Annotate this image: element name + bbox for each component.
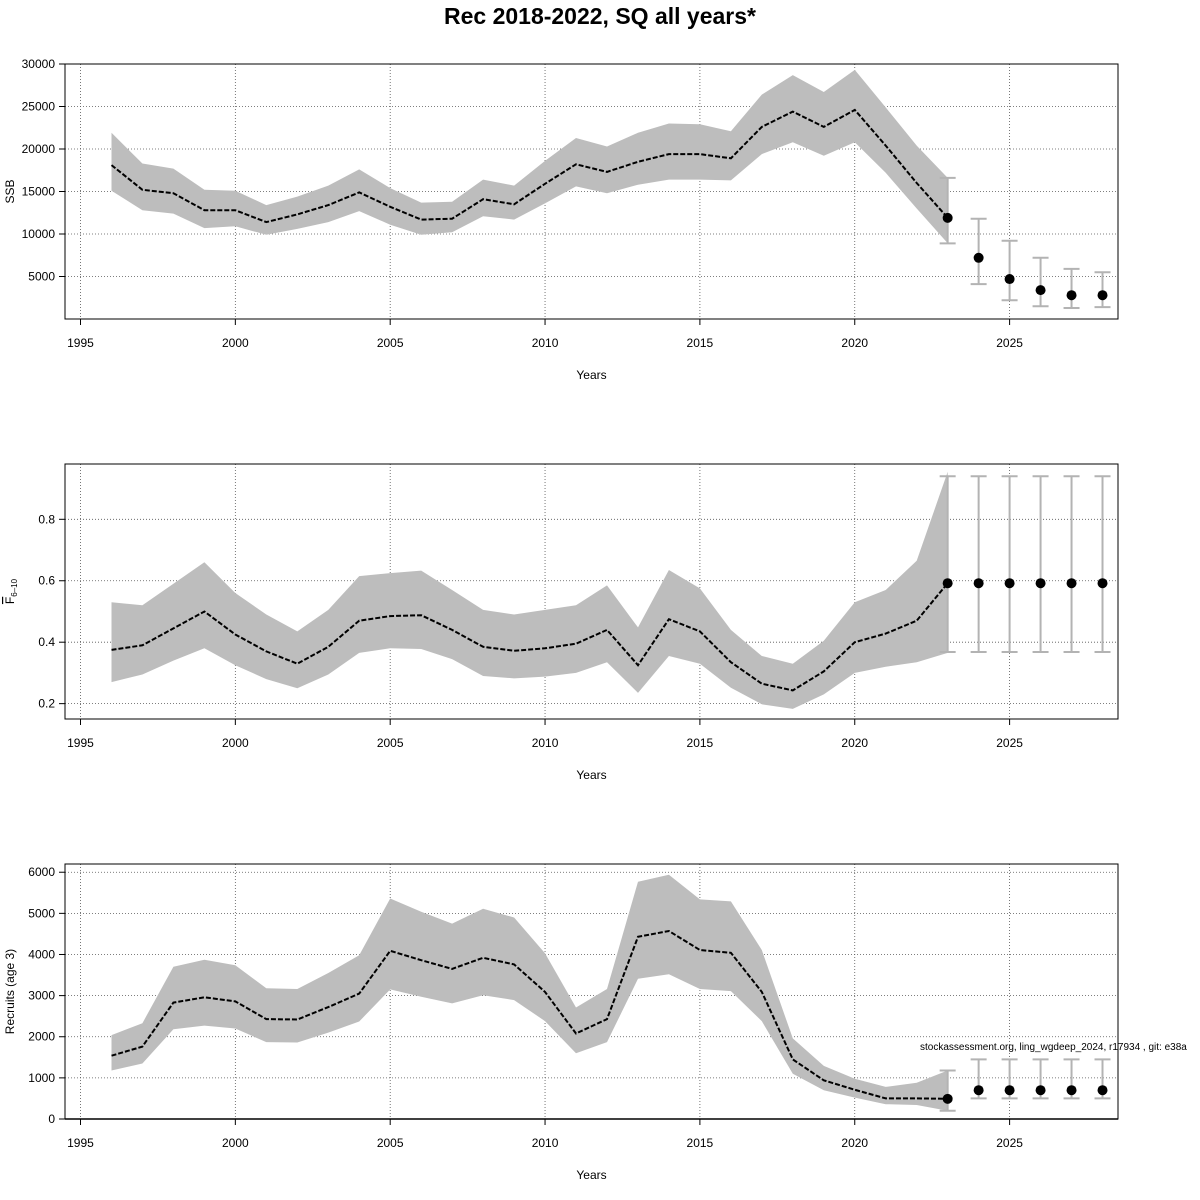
ssb-x-tick-label: 2000 xyxy=(222,336,249,350)
fbar-forecast-point xyxy=(1097,578,1108,589)
ssb-y-tick-label: 15000 xyxy=(22,185,56,199)
fbar-forecast-point xyxy=(1004,578,1015,589)
recruits-x-tick-label: 2020 xyxy=(841,1136,868,1150)
recruits-y-tick-label: 2000 xyxy=(28,1030,55,1044)
ssb-x-tick-label: 1995 xyxy=(67,336,94,350)
ssb-y-tick-label: 25000 xyxy=(22,100,56,114)
recruits-y-tick-label: 6000 xyxy=(28,865,55,879)
ssb-x-tick-label: 2020 xyxy=(841,336,868,350)
recruits-x-tick-label: 2000 xyxy=(222,1136,249,1150)
ssb-forecast-point xyxy=(1035,285,1046,296)
ssb-confidence-band xyxy=(111,69,948,244)
ssb-x-tick-label: 2015 xyxy=(687,336,714,350)
fbar-x-tick-label: 2005 xyxy=(377,736,404,750)
recruits-x-tick-label: 1995 xyxy=(67,1136,94,1150)
fbar-y-axis-label-sub: 6–10 xyxy=(10,578,19,596)
fbar-estimate-line xyxy=(111,582,949,692)
recruits-y-tick-label: 5000 xyxy=(28,906,55,920)
recruits-estimate-line xyxy=(111,929,948,1100)
fbar-forecast-point xyxy=(1066,578,1077,589)
recruits-y-tick-label: 1000 xyxy=(28,1071,55,1085)
recruits-x-axis-label: Years xyxy=(576,1168,606,1182)
recruits-forecast-point xyxy=(973,1085,984,1096)
ssb-forecast-point xyxy=(1097,290,1108,301)
recruits-panel: 0 1000 2000 3000 4000 5000 6000 1995 2000 2005 201… xyxy=(3,863,1119,1182)
fbar-y-tick-label: 0.2 xyxy=(38,697,55,711)
recruits-x-tick-label: 2010 xyxy=(532,1136,559,1150)
ssb-y-tick-label: 5000 xyxy=(28,270,55,284)
fbar-y-tick-label: 0.4 xyxy=(38,635,55,649)
ssb-forecast-point xyxy=(1066,290,1077,301)
recruits-x-tick-label: 2025 xyxy=(996,1136,1023,1150)
ssb-y-axis-label: SSB xyxy=(3,179,17,203)
fishing-mortality-panel: 0.2 0.4 0.6 0.8 1995 2000 2005 2010 2015 2020 2025… xyxy=(3,463,1119,782)
ssb-x-axis-label: Years xyxy=(576,368,606,382)
recruits-forecast-point xyxy=(1066,1085,1077,1096)
fbar-confidence-band xyxy=(111,471,948,709)
footnote: stockassessment.org, ling_wgdeep_2024, r… xyxy=(920,1042,1187,1053)
recruits-forecast-point xyxy=(1035,1085,1046,1096)
fbar-x-tick-label: 2020 xyxy=(841,736,868,750)
ssb-forecast-point xyxy=(973,252,984,263)
fbar-x-tick-label: 1995 xyxy=(67,736,94,750)
ssb-y-tick-label: 30000 xyxy=(22,57,56,71)
fbar-x-tick-label: 2015 xyxy=(687,736,714,750)
recruits-x-tick-label: 2015 xyxy=(687,1136,714,1150)
recruits-y-tick-label: 3000 xyxy=(28,989,55,1003)
ssb-panel: 5000 10000 15000 20000 25000 30000 1995 2000 200… xyxy=(3,57,1119,382)
recruits-x-tick-label: 2005 xyxy=(377,1136,404,1150)
ssb-x-tick-label: 2025 xyxy=(996,336,1023,350)
fbar-x-axis-label: Years xyxy=(576,768,606,782)
ssb-forecast-point xyxy=(1004,274,1015,285)
fbar-y-axis-label: F6–10 xyxy=(3,578,19,604)
fbar-x-tick-label: 2010 xyxy=(532,736,559,750)
fbar-plot-frame xyxy=(64,463,1119,720)
ssb-x-tick-label: 2010 xyxy=(532,336,559,350)
fbar-forecast-point xyxy=(973,578,984,589)
fbar-forecast-point xyxy=(942,578,953,589)
recruits-confidence-band xyxy=(111,874,948,1111)
fbar-y-tick-label: 0.8 xyxy=(38,512,55,526)
fbar-y-tick-label: 0.6 xyxy=(38,574,55,588)
recruits-y-tick-label: 0 xyxy=(48,1112,55,1126)
ssb-x-tick-label: 2005 xyxy=(377,336,404,350)
ssb-forecast-point xyxy=(942,212,953,223)
ssb-y-tick-label: 20000 xyxy=(22,142,56,156)
recruits-forecast-point xyxy=(942,1093,953,1104)
recruits-forecast-point xyxy=(1004,1085,1015,1096)
fbar-forecast-point xyxy=(1035,578,1046,589)
fbar-x-tick-label: 2000 xyxy=(222,736,249,750)
ssb-y-tick-label: 10000 xyxy=(22,227,56,241)
chart-title: Rec 2018-2022, SQ all years* xyxy=(444,3,756,29)
fbar-x-tick-label: 2025 xyxy=(996,736,1023,750)
recruits-plot-frame xyxy=(64,863,1119,1120)
fbar-y-axis-label-main: F xyxy=(3,597,17,604)
recruits-y-axis-label: Recruits (age 3) xyxy=(3,949,17,1034)
recruits-forecast-point xyxy=(1097,1085,1108,1096)
recruits-y-tick-label: 4000 xyxy=(28,947,55,961)
